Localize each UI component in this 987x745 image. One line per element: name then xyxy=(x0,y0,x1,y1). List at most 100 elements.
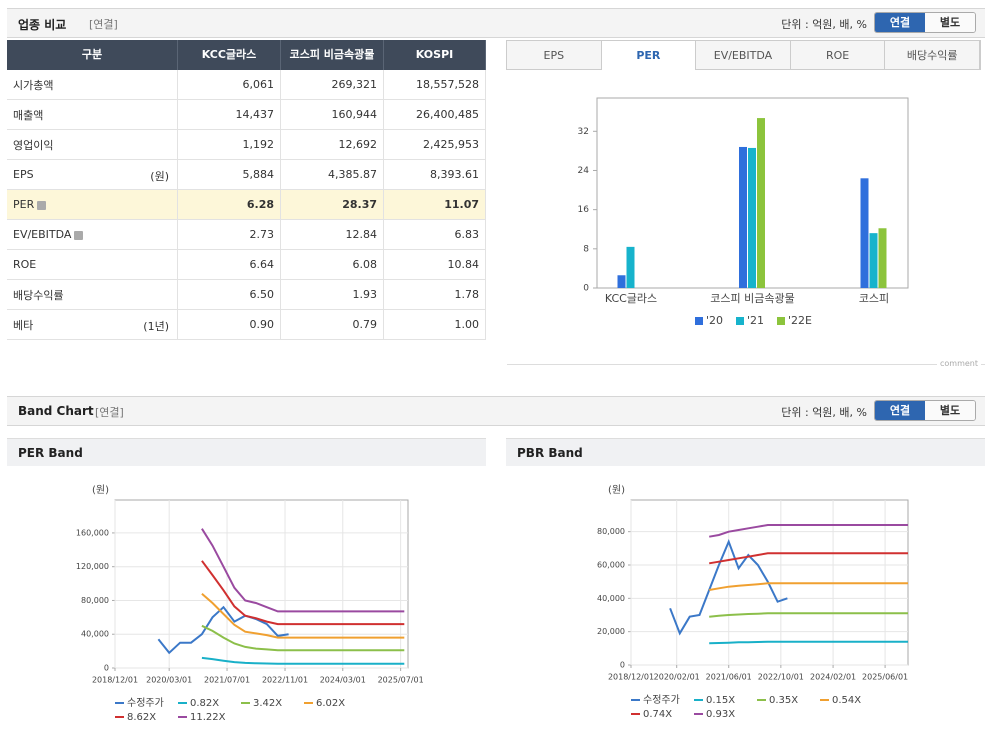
table-row: 영업이익 1,192 12,692 2,425,953 xyxy=(7,129,486,160)
x-tick-label: 2021/07/01 xyxy=(204,676,250,685)
unit-label: 단위 : 억원, 배, % xyxy=(781,18,867,31)
y-tick-label: 24 xyxy=(578,166,590,176)
help-icon[interactable] xyxy=(37,200,47,210)
toggle-button[interactable]: 연결 xyxy=(875,13,925,32)
y-tick-label: 40,000 xyxy=(597,594,625,603)
bar xyxy=(757,118,765,288)
cell: 2,425,953 xyxy=(383,129,486,160)
series-line xyxy=(201,656,405,665)
table-row: 매출액 14,437 160,944 26,400,485 xyxy=(7,99,486,130)
cell: 6.08 xyxy=(280,249,384,280)
legend-label: 6.02X xyxy=(316,698,345,709)
cell: 12.84 xyxy=(280,219,384,250)
section-header: Band Chart [연결] 단위 : 억원, 배, % 연결 별도 xyxy=(7,396,985,426)
cell: 10.84 xyxy=(383,249,486,280)
series-line xyxy=(709,552,908,565)
plot-area xyxy=(114,499,409,669)
section-title: 업종 비교 xyxy=(18,18,67,32)
cell: 269,321 xyxy=(280,70,384,100)
row-label: 시가총액 xyxy=(13,78,54,92)
x-tick-label: 2024/02/01 xyxy=(810,673,856,682)
comment-link[interactable]: comment xyxy=(936,359,981,368)
bar xyxy=(626,246,635,288)
x-tick-label: 2025/06/01 xyxy=(862,673,908,682)
tab[interactable]: EPS xyxy=(507,41,602,70)
legend-swatch xyxy=(777,317,785,325)
x-tick-label: 2022/11/01 xyxy=(262,676,308,685)
tab[interactable]: ROE xyxy=(790,41,886,70)
x-tick-label: 2021/06/01 xyxy=(706,673,752,682)
x-tick-label: KCC글라스 xyxy=(605,292,657,305)
legend-label: 3.42X xyxy=(253,698,282,709)
row-label-cell: ROE xyxy=(7,249,178,280)
row-label-cell: EV/EBITDA xyxy=(7,219,178,250)
cell: 0.79 xyxy=(280,309,384,340)
legend-label: 0.82X xyxy=(190,698,219,709)
cell: 26,400,485 xyxy=(383,99,486,130)
bar xyxy=(878,228,887,288)
bar xyxy=(617,275,626,288)
cell: 6.28 xyxy=(177,189,281,220)
row-label-cell: 베타 (1년) xyxy=(7,309,178,340)
table-header: 구분 KCC글라스 코스피 비금속광물 KOSPI xyxy=(7,40,486,70)
panel-title: PER Band xyxy=(7,438,486,466)
row-label-cell: 매출액 xyxy=(7,99,178,130)
cell: 5,884 xyxy=(177,159,281,190)
cell: 1.00 xyxy=(383,309,486,340)
x-tick-label: 2022/10/01 xyxy=(758,673,804,682)
series-line xyxy=(201,592,405,639)
y-tick-label: 32 xyxy=(578,127,589,137)
row-label: ROE xyxy=(13,258,37,271)
table-row: PER 6.28 28.37 11.07 xyxy=(7,189,486,220)
tab[interactable]: 배당수익률 xyxy=(885,41,980,70)
cell: 160,944 xyxy=(280,99,384,130)
legend-label: 0.35X xyxy=(769,695,798,706)
legend-label: 0.74X xyxy=(643,709,672,720)
row-note: (1년) xyxy=(143,320,169,333)
table-row: ROE 6.64 6.08 10.84 xyxy=(7,249,486,280)
cell: 14,437 xyxy=(177,99,281,130)
cell: 0.90 xyxy=(177,309,281,340)
toggle-button[interactable]: 별도 xyxy=(925,401,975,420)
section-title: Band Chart xyxy=(18,404,94,418)
toggle-button[interactable]: 별도 xyxy=(925,13,975,32)
y-axis-label: (원) xyxy=(92,484,109,496)
y-tick-label: 16 xyxy=(578,205,590,215)
legend-label: 0.15X xyxy=(706,695,735,706)
row-label: 매출액 xyxy=(13,108,44,122)
cell: 1,192 xyxy=(177,129,281,160)
row-label: PER xyxy=(13,198,35,211)
unit-label: 단위 : 억원, 배, % xyxy=(781,406,867,419)
cell: 12,692 xyxy=(280,129,384,160)
legend-swatch xyxy=(736,317,744,325)
column-header: KOSPI xyxy=(383,40,486,70)
cell: 8,393.61 xyxy=(383,159,486,190)
legend-label: '20 xyxy=(706,314,723,327)
table-row: 배당수익률 6.50 1.93 1.78 xyxy=(7,279,486,310)
tab[interactable]: EV/EBITDA xyxy=(696,41,791,70)
cell: 1.78 xyxy=(383,279,486,310)
y-tick-label: 20,000 xyxy=(597,627,625,636)
legend-label: 수정주가 xyxy=(643,694,680,706)
x-tick-label: 2018/12/01 xyxy=(92,676,138,685)
row-label: EPS xyxy=(13,168,34,181)
x-tick-label: 코스피 xyxy=(859,292,889,305)
y-tick-label: 160,000 xyxy=(76,528,109,537)
cell: 4,385.87 xyxy=(280,159,384,190)
section-header: 업종 비교 [연결] 단위 : 억원, 배, % 연결 별도 xyxy=(7,8,985,38)
row-label-cell: PER xyxy=(7,189,178,220)
y-tick-label: 80,000 xyxy=(597,527,625,536)
y-tick-label: 0 xyxy=(620,661,625,670)
toggle-button[interactable]: 연결 xyxy=(875,401,925,420)
series-line xyxy=(709,524,908,538)
y-tick-label: 120,000 xyxy=(76,562,109,571)
table-row: 베타 (1년) 0.90 0.79 1.00 xyxy=(7,309,486,340)
row-label: 영업이익 xyxy=(13,138,54,152)
help-icon[interactable] xyxy=(74,230,84,240)
series-line xyxy=(201,528,405,613)
y-tick-label: 8 xyxy=(583,244,589,254)
tab[interactable]: PER xyxy=(601,41,697,70)
cell: 1.93 xyxy=(280,279,384,310)
x-tick-label: 코스피 비금속광물 xyxy=(710,292,794,305)
